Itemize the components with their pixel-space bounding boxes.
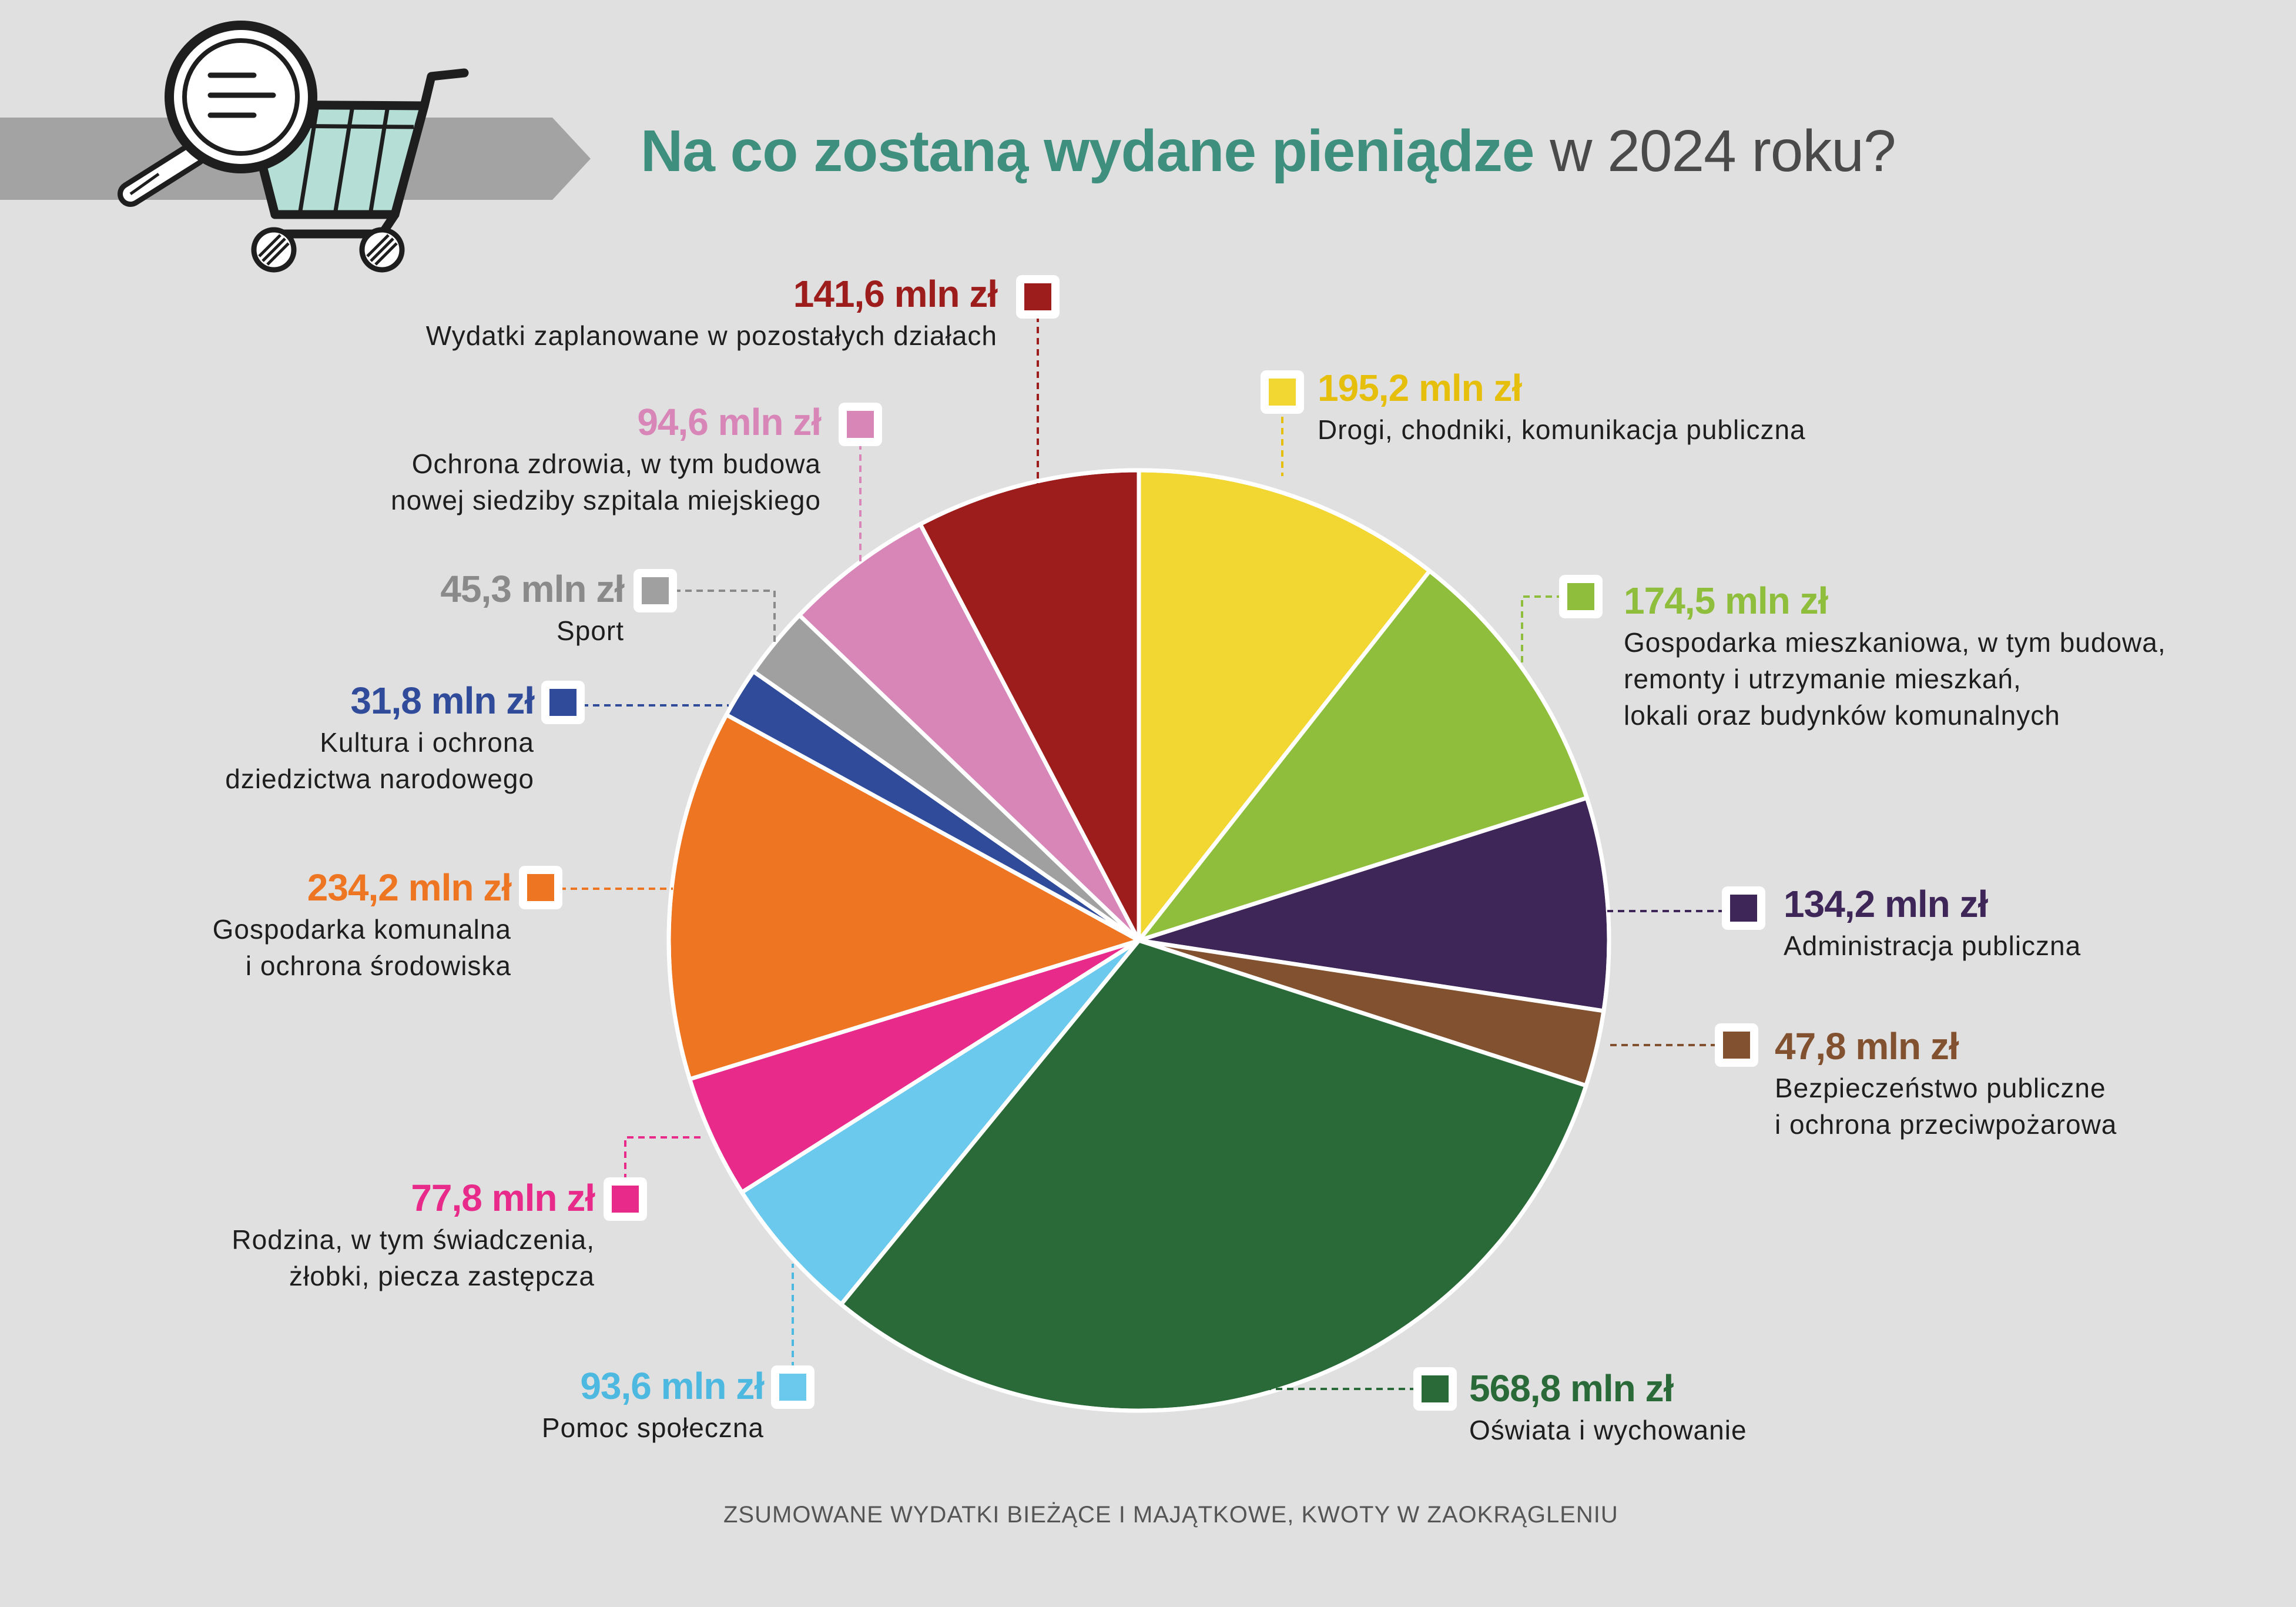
legend-marker-rodzina — [604, 1177, 647, 1221]
cart-wheel-left — [251, 227, 297, 273]
category-line: Administracja publiczna — [1784, 930, 2082, 961]
category-line: lokali oraz budynków komunalnych — [1624, 700, 2060, 731]
legend-marker-kultura — [541, 681, 585, 724]
amount-gospodarka-mieszkaniowa: 174,5 mln zł — [1624, 580, 1828, 622]
category-line: Pomoc społeczna — [541, 1412, 764, 1443]
leader-line-sport — [674, 590, 776, 647]
amount-rodzina: 77,8 mln zł — [411, 1177, 595, 1219]
footnote: ZSUMOWANE WYDATKI BIEŻĄCE I MAJĄTKOWE, K… — [723, 1502, 1618, 1528]
amount-sport: 45,3 mln zł — [440, 568, 625, 610]
amount-drogi: 195,2 mln zł — [1318, 367, 1522, 409]
label-oswiata: 568,8 mln zł Oświata i wychowanie — [1469, 1365, 1747, 1448]
label-ochrona-zdrowia: 94,6 mln zł Ochrona zdrowia, w tym budow… — [391, 399, 822, 518]
category-line: nowej siedziby szpitala miejskiego — [391, 485, 821, 515]
label-gospodarka-mieszkaniowa: 174,5 mln zł Gospodarka mieszkaniowa, w … — [1624, 577, 2166, 734]
legend-marker-wydatki-pozostale — [1016, 275, 1060, 319]
category-line: Bezpieczeństwo publiczne — [1775, 1073, 2106, 1103]
label-rodzina: 77,8 mln zł Rodzina, w tym świadczenia, … — [232, 1174, 595, 1294]
category-line: Rodzina, w tym świadczenia, — [232, 1224, 595, 1255]
amount-oswiata: 568,8 mln zł — [1469, 1367, 1674, 1410]
label-pomoc-spoleczna: 93,6 mln zł Pomoc społeczna — [541, 1362, 765, 1446]
title-rest: w 2024 roku? — [1534, 118, 1896, 184]
label-wydatki-pozostale: 141,6 mln zł Wydatki zaplanowane w pozos… — [425, 270, 998, 354]
legend-marker-pomoc-spoleczna — [771, 1365, 815, 1409]
category-line: Sport — [557, 615, 624, 646]
category-line: Gospodarka komunalna — [212, 914, 511, 945]
category-line: remonty i utrzymanie mieszkań, — [1624, 664, 2022, 694]
category-line: żłobki, piecza zastępcza — [289, 1261, 595, 1291]
label-kultura: 31,8 mln zł Kultura i ochrona dziedzictw… — [225, 677, 535, 797]
amount-wydatki-pozostale: 141,6 mln zł — [793, 273, 998, 315]
leader-line-rodzina — [624, 1136, 702, 1180]
legend-marker-drogi — [1261, 370, 1304, 414]
label-gospodarka-komunalna: 234,2 mln zł Gospodarka komunalna i ochr… — [212, 864, 512, 984]
page-title: Na co zostaną wydane pieniądze w 2024 ro… — [641, 118, 1896, 185]
amount-gospodarka-komunalna: 234,2 mln zł — [307, 866, 512, 909]
legend-marker-administracja — [1722, 886, 1765, 930]
category-line: Kultura i ochrona — [320, 727, 534, 758]
header-banner — [0, 21, 591, 273]
category-line: Drogi, chodniki, komunikacja publiczna — [1318, 414, 1806, 445]
pie-rim — [666, 468, 1611, 1413]
category-line: dziedzictwa narodowego — [225, 764, 534, 794]
magnifier-icon — [118, 21, 317, 207]
label-administracja: 134,2 mln zł Administracja publiczna — [1784, 880, 2081, 964]
category-line: Gospodarka mieszkaniowa, w tym budowa, — [1624, 627, 2166, 658]
legend-marker-sport — [634, 569, 677, 612]
category-line: i ochrona środowiska — [245, 950, 511, 981]
category-line: Wydatki zaplanowane w pozostałych działa… — [425, 320, 997, 351]
cart-wheel-right — [359, 227, 405, 273]
legend-marker-oswiata — [1413, 1367, 1457, 1411]
category-line: i ochrona przeciwpożarowa — [1775, 1109, 2117, 1140]
amount-bezpieczenstwo: 47,8 mln zł — [1775, 1025, 1959, 1067]
legend-marker-bezpieczenstwo — [1715, 1023, 1758, 1067]
label-bezpieczenstwo: 47,8 mln zł Bezpieczeństwo publiczne i o… — [1775, 1023, 2117, 1143]
amount-pomoc-spoleczna: 93,6 mln zł — [580, 1365, 765, 1407]
amount-administracja: 134,2 mln zł — [1784, 883, 1988, 925]
legend-marker-gospodarka-mieszkaniowa — [1559, 575, 1603, 618]
legend-marker-gospodarka-komunalna — [519, 866, 562, 909]
amount-kultura: 31,8 mln zł — [350, 679, 535, 722]
label-sport: 45,3 mln zł Sport — [440, 565, 625, 649]
leader-line-gospodarka-mieszkaniowa — [1521, 595, 1563, 664]
category-line: Oświata i wychowanie — [1469, 1415, 1747, 1445]
amount-ochrona-zdrowia: 94,6 mln zł — [637, 401, 822, 443]
title-strong: Na co zostaną wydane pieniądze — [641, 118, 1534, 184]
category-line: Ochrona zdrowia, w tym budowa — [411, 448, 821, 479]
legend-marker-ochrona-zdrowia — [839, 403, 882, 446]
label-drogi: 195,2 mln zł Drogi, chodniki, komunikacj… — [1318, 364, 1806, 448]
